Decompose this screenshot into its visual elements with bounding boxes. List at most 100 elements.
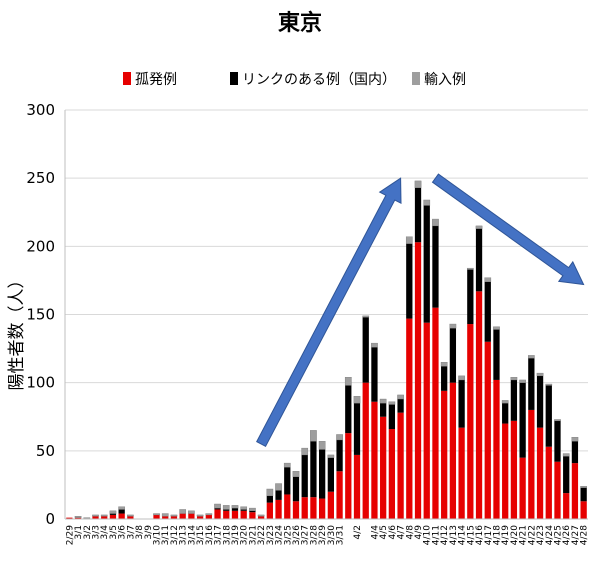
x-tick-label: 3/22: [257, 525, 267, 545]
bar-segment-imported-4/15: [466, 267, 474, 270]
bar-segment-imported-3/16: [205, 513, 213, 516]
bar-segment-linked-4/15: [467, 269, 474, 325]
bar-segment-linked-4/22: [528, 358, 535, 410]
bar-segment-imported-3/17: [214, 503, 221, 509]
x-tick-label: 3/26: [292, 525, 302, 545]
trend-arrow-up: [256, 177, 402, 447]
bar-segment-isolated-3/28: [310, 497, 317, 519]
x-tick-label: 4/17: [484, 525, 494, 545]
bar-segment-isolated-4/17: [484, 341, 491, 519]
bar-segment-imported-4/26: [562, 453, 570, 457]
x-tick-label: 3/1: [74, 525, 84, 539]
bar-segment-imported-4/19: [501, 400, 509, 404]
x-tick-label: 3/27: [301, 525, 311, 545]
x-tick-label: 3/29: [318, 525, 328, 545]
bar-segment-isolated-3/15: [196, 516, 204, 519]
legend-label-linked: リンクのある例（国内）: [242, 72, 396, 88]
bar-segment-linked-3/20: [240, 509, 247, 511]
x-tick-label: 4/7: [397, 525, 407, 539]
x-tick-label: 3/11: [161, 525, 171, 545]
bar-segment-imported-3/18: [222, 505, 230, 510]
bar-segment-isolated-3/6: [118, 513, 125, 519]
bar-segment-imported-4/25: [554, 419, 561, 422]
x-axis: 2/293/13/23/33/43/53/63/73/83/93/103/113…: [65, 518, 590, 545]
bar-segment-linked-3/18: [223, 509, 230, 511]
bar-segment-imported-4/16: [475, 225, 483, 229]
x-tick-label: 3/28: [309, 525, 319, 545]
legend-swatch-isolated: [123, 72, 131, 85]
bar-segment-imported-3/22: [257, 514, 265, 517]
y-tick-label: 300: [26, 101, 55, 119]
bar-segment-linked-4/14: [458, 379, 465, 428]
bar-segment-isolated-4/27: [571, 463, 579, 519]
bar-segment-isolated-4/1: [345, 433, 352, 519]
x-tick-label: 3/8: [135, 525, 145, 540]
bar-segment-imported-4/18: [493, 326, 500, 330]
bar-segment-imported-4/8: [405, 236, 413, 244]
bar-segment-imported-3/14: [188, 510, 195, 514]
bar-segment-isolated-4/21: [519, 457, 526, 519]
x-tick-label: 3/19: [231, 525, 241, 545]
bar-segment-isolated-4/8: [406, 318, 413, 519]
bar-segment-isolated-3/12: [170, 516, 178, 519]
bar-segment-imported-4/4: [371, 342, 378, 348]
bar-segment-isolated-3/10: [153, 514, 160, 519]
x-tick-label: 4/12: [440, 525, 450, 545]
x-tick-label: 4/20: [510, 525, 520, 545]
y-axis-label: 陽性者数（人）: [7, 272, 27, 391]
bar-segment-imported-3/15: [196, 514, 204, 517]
bar-segment-imported-3/27: [301, 447, 309, 456]
bar-segment-imported-3/1: [74, 516, 82, 518]
bar-segment-imported-4/5: [379, 398, 387, 404]
y-axis: 0 50 100 150 200 250 300: [26, 101, 66, 528]
x-tick-label: 4/10: [423, 525, 433, 545]
bar-segment-imported-4/17: [484, 277, 492, 282]
bar-segment-linked-4/6: [388, 404, 396, 430]
bar-segment-isolated-4/22: [528, 409, 535, 519]
bar-segment-isolated-4/13: [449, 382, 457, 519]
x-tick-label: 3/9: [144, 525, 154, 540]
bar-segment-imported-4/9: [414, 180, 422, 188]
bar-segment-isolated-3/31: [336, 471, 343, 519]
bar-segment-isolated-3/5: [109, 514, 117, 519]
x-tick-label: 2/29: [65, 525, 75, 545]
x-tick-label: 4/28: [580, 525, 590, 545]
gridlines: [65, 109, 588, 452]
x-tick-label: 4/6: [388, 525, 398, 540]
trend-arrows: [256, 173, 585, 447]
bar-segment-imported-4/28: [580, 486, 587, 488]
bar-segment-linked-3/27: [301, 454, 308, 498]
bar-segment-linked-4/23: [536, 375, 544, 428]
bar-segment-linked-4/28: [580, 487, 587, 502]
bar-segment-imported-4/3: [362, 315, 370, 318]
x-tick-label: 3/15: [196, 525, 206, 545]
bar-segment-linked-4/27: [571, 441, 579, 464]
bar-segment-imported-3/10: [153, 513, 160, 516]
bar-segment-isolated-3/21: [249, 512, 256, 519]
bar-segment-linked-4/17: [484, 281, 491, 342]
x-tick-label: 3/13: [179, 525, 189, 545]
bar-segment-isolated-3/27: [301, 497, 308, 519]
bar-segment-isolated-4/20: [510, 420, 518, 519]
bar-segment-imported-4/23: [536, 372, 544, 377]
bar-segment-isolated-4/14: [458, 427, 465, 519]
bar-segment-imported-4/13: [449, 323, 457, 329]
bar-segment-linked-3/24: [275, 490, 282, 500]
bar-segment-linked-4/18: [493, 329, 500, 380]
bar-segment-linked-4/21: [519, 382, 526, 458]
x-tick-label: 3/21: [248, 525, 258, 545]
bar-segment-isolated-3/25: [284, 494, 291, 519]
bar-segment-imported-3/31: [336, 434, 343, 441]
bar-segment-linked-4/5: [380, 403, 387, 417]
x-tick-label: 3/23: [266, 525, 276, 545]
bar-segment-isolated-3/29: [319, 498, 326, 519]
x-tick-label: 3/12: [170, 525, 180, 545]
bar-segment-isolated-4/18: [493, 379, 500, 519]
x-tick-label: 3/14: [187, 525, 197, 545]
x-tick-label: 3/2: [83, 525, 93, 539]
bar-segment-linked-4/19: [502, 403, 509, 424]
bar-segment-isolated-3/24: [275, 499, 282, 519]
bar-segment-linked-3/17: [214, 508, 221, 510]
x-tick-label: 4/27: [571, 525, 581, 545]
